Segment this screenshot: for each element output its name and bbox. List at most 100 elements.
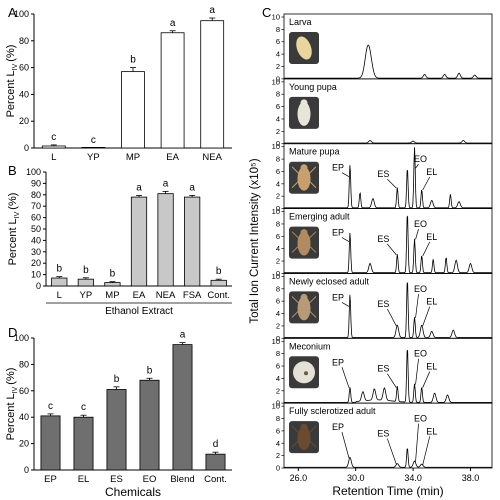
significance-letter: b bbox=[110, 269, 116, 280]
peak-label: EO bbox=[414, 154, 427, 164]
x-axis-label: Chemicals bbox=[105, 485, 161, 499]
bar-blend bbox=[172, 344, 193, 471]
y-tick-label: 10 bbox=[272, 207, 280, 216]
y-tick-label: 4 bbox=[276, 309, 280, 318]
y-tick-label: 10 bbox=[272, 337, 280, 346]
significance-letter: a bbox=[180, 330, 186, 341]
y-tick-label: 90 bbox=[31, 178, 41, 188]
x-tick-label: EA bbox=[133, 290, 146, 301]
chromatogram-panel: C Total Ion Current Intensity (x10⁵) 0 2 4 6 8… bbox=[249, 5, 493, 498]
significance-letter: b bbox=[57, 264, 63, 275]
peak-label: ES bbox=[377, 234, 389, 244]
bar-cont bbox=[210, 279, 227, 287]
bar-cont bbox=[205, 453, 226, 471]
peak-label: EP bbox=[332, 292, 344, 302]
specimen-body bbox=[297, 296, 311, 321]
panel-letter: C bbox=[262, 5, 271, 20]
y-tick-label: 10 bbox=[272, 142, 280, 151]
y-tick-label: 4 bbox=[276, 374, 280, 383]
significance-letter: a bbox=[170, 18, 176, 29]
bar-yp bbox=[77, 278, 94, 287]
x-tick-label: 38.0 bbox=[462, 473, 480, 483]
specimen-body bbox=[297, 166, 311, 191]
stage-name: Newly eclosed adult bbox=[289, 276, 370, 286]
y-tick-label: 20 bbox=[31, 258, 41, 268]
specimen-image bbox=[289, 226, 319, 259]
y-tick-label: 8 bbox=[276, 90, 280, 99]
significance-letter: c bbox=[48, 401, 53, 412]
specimen-image bbox=[289, 96, 319, 129]
significance-letter: b bbox=[216, 266, 222, 277]
specimen-leg bbox=[291, 166, 300, 175]
stage-name: Fully sclerotized adult bbox=[289, 406, 376, 416]
y-tick-label: 6 bbox=[276, 232, 280, 241]
significance-letter: d bbox=[213, 439, 219, 450]
specimen-image bbox=[289, 421, 319, 454]
y-tick-label: 40 bbox=[19, 412, 29, 422]
y-tick-label: 4 bbox=[276, 50, 280, 59]
x-tick-label: Cont. bbox=[204, 474, 227, 485]
x-tick-label: Blend bbox=[170, 474, 194, 485]
y-tick-label: 0 bbox=[276, 74, 280, 83]
peak-label: EL bbox=[426, 232, 437, 242]
bar-yp bbox=[81, 146, 106, 149]
y-tick-label: 6 bbox=[276, 102, 280, 111]
peak-label: EP bbox=[332, 163, 344, 173]
stage-name: Young pupa bbox=[289, 82, 337, 92]
y-tick-label: 2 bbox=[276, 386, 280, 395]
peak-arrow bbox=[341, 172, 350, 178]
y-tick-label: 100 bbox=[14, 9, 29, 19]
y-tick-label: 0 bbox=[276, 334, 280, 343]
specimen-body bbox=[297, 426, 311, 451]
y-tick-label: 8 bbox=[276, 219, 280, 228]
peak-arrow bbox=[387, 373, 397, 388]
specimen-head bbox=[300, 293, 308, 301]
y-tick-label: 50 bbox=[31, 224, 41, 234]
y-axis-label: Percent LIV(%) bbox=[7, 193, 21, 266]
specimen-leg bbox=[308, 166, 317, 175]
x-tick-label: NEA bbox=[156, 290, 176, 301]
bar-l bbox=[51, 277, 68, 287]
x-tick-label: MP bbox=[126, 152, 140, 163]
specimen-leg bbox=[308, 310, 317, 318]
significance-letter: c bbox=[51, 132, 56, 143]
bar-fsa bbox=[184, 196, 201, 287]
y-label-unit: (%) bbox=[5, 45, 17, 62]
stage-name: Meconium bbox=[289, 341, 331, 351]
panel-letter: A bbox=[8, 5, 17, 20]
significance-letter: b bbox=[147, 365, 153, 376]
y-tick-label: 10 bbox=[272, 77, 280, 86]
specimen-leg bbox=[308, 296, 317, 304]
specimen-leg bbox=[291, 296, 300, 304]
y-tick-label: 2 bbox=[276, 62, 280, 71]
chromatogram-trace bbox=[284, 282, 492, 338]
peak-label: ES bbox=[377, 429, 389, 439]
y-tick-label: 4 bbox=[276, 244, 280, 253]
peak-label: EO bbox=[414, 284, 427, 294]
peak-arrow bbox=[415, 293, 419, 318]
bar-eo bbox=[139, 379, 160, 471]
peak-label: ES bbox=[377, 169, 389, 179]
x-tick-label: ES bbox=[110, 474, 123, 485]
y-tick-label: 8 bbox=[276, 414, 280, 423]
x-tick-label: L bbox=[51, 152, 56, 163]
panel-letter: D bbox=[8, 325, 17, 340]
peak-arrow bbox=[341, 302, 350, 307]
y-tick-label: 2 bbox=[276, 451, 280, 460]
peak-label: EL bbox=[426, 362, 437, 372]
specimen-leg bbox=[291, 439, 300, 448]
y-tick-label: 100 bbox=[26, 167, 41, 177]
panel-d: D 0 20 40 60 80 100 Percent LIV(%) c EP c EL b ES b EO a… bbox=[5, 325, 232, 499]
y-tick-label: 0 bbox=[24, 143, 29, 153]
x-tick-label: 30.0 bbox=[347, 473, 365, 483]
bar-ep bbox=[40, 415, 61, 471]
x-axis-label: Retention Time (min) bbox=[332, 484, 443, 498]
specimen-body bbox=[297, 231, 311, 256]
y-label-main: Percent L bbox=[5, 70, 17, 117]
significance-letter: b bbox=[114, 374, 120, 385]
specimen-spot bbox=[304, 371, 308, 376]
specimen-image bbox=[289, 291, 319, 324]
specimen-leg bbox=[291, 425, 300, 434]
y-tick-label: 20 bbox=[19, 116, 29, 126]
